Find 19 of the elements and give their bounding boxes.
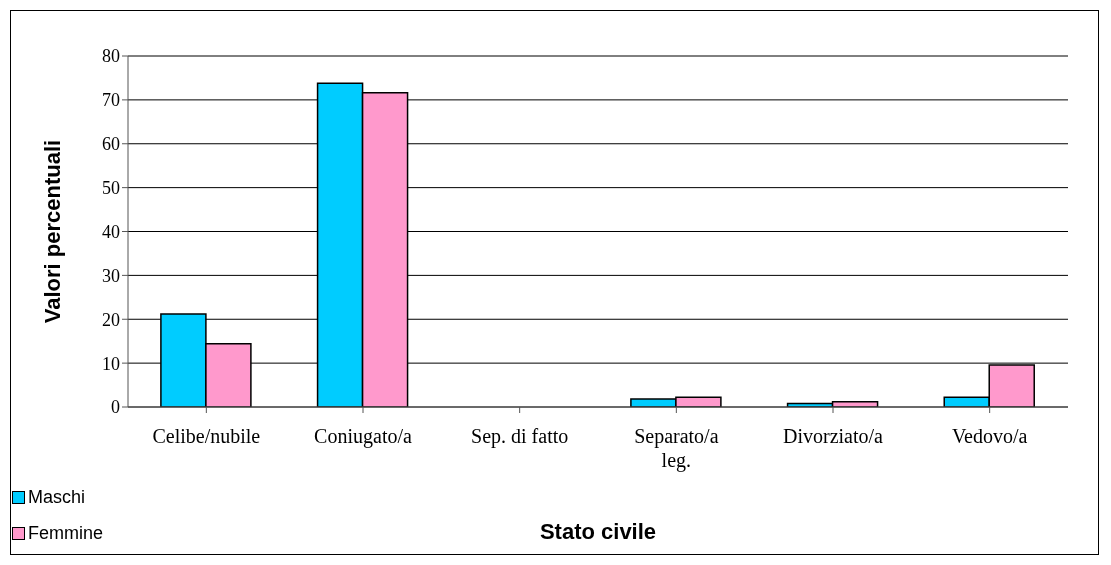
y-tick-label: 40	[102, 221, 120, 242]
x-axis-title: Stato civile	[539, 519, 657, 544]
y-tick-label: 20	[102, 309, 120, 330]
x-tick-label: Coniugato/a	[314, 425, 412, 448]
x-tick-label: Celibe/nubile	[152, 425, 261, 447]
y-tick-label: 50	[102, 178, 120, 199]
y-tick-label: 30	[102, 265, 120, 286]
y-tick-label: 80	[102, 46, 120, 67]
y-tick-label: 0	[111, 397, 120, 418]
y-tick-label: 70	[102, 90, 120, 111]
y-axis-title: Valori percentuali	[39, 139, 65, 324]
x-tick-label: Separato/a leg.	[634, 425, 719, 472]
legend-label: Maschi	[28, 486, 86, 508]
x-tick-label: Sep. di fatto	[471, 425, 569, 448]
x-tick-label: Divorziato/a	[783, 425, 884, 447]
x-tick-label: Vedovo/a	[951, 425, 1028, 447]
legend-label: Femmine	[28, 522, 104, 544]
y-tick-label: 60	[102, 134, 120, 155]
y-tick-label: 10	[102, 353, 120, 374]
